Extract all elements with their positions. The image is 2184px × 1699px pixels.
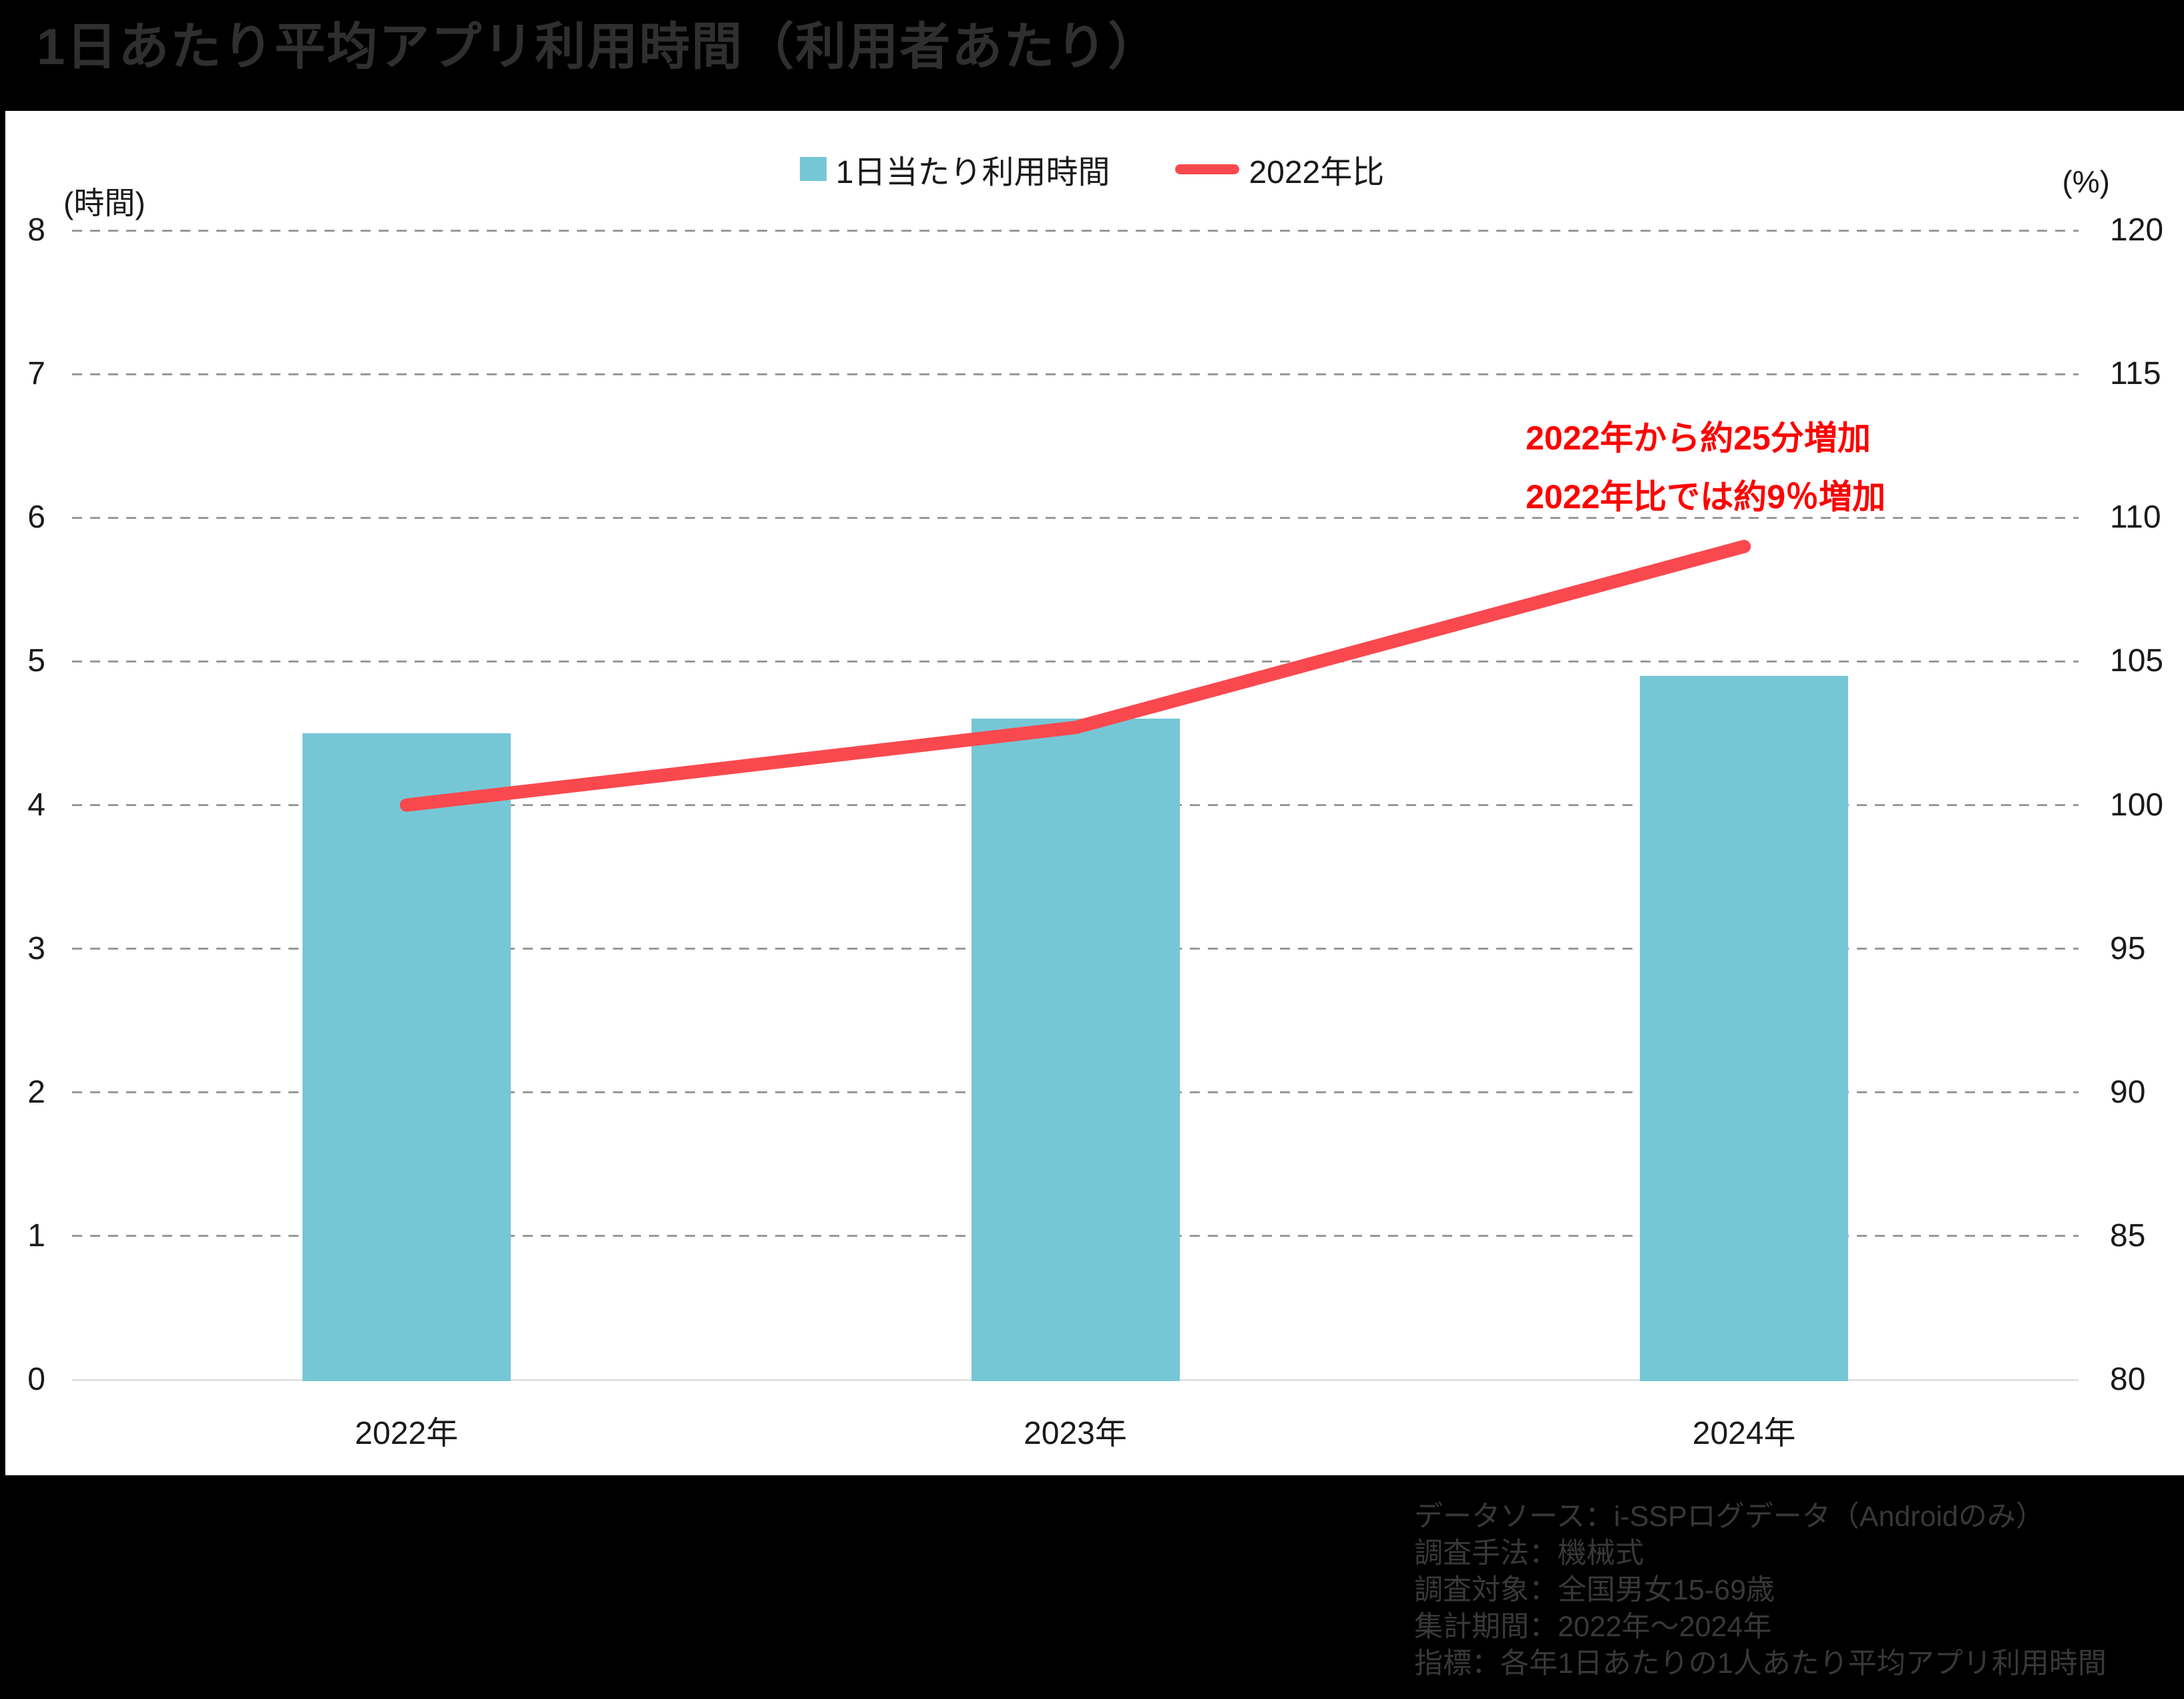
right-axis-tick-120: 120 xyxy=(2110,212,2164,248)
left-axis-tick-6: 6 xyxy=(27,500,45,536)
bar-2022年 xyxy=(302,733,511,1381)
gridline-7 xyxy=(72,373,2079,375)
gridline-6 xyxy=(72,516,2079,519)
left-axis-tick-0: 0 xyxy=(27,1362,45,1397)
note-data-source: データソース：i-SSPログデータ（Androidのみ） xyxy=(1414,1501,2044,1533)
right-axis-tick-105: 105 xyxy=(2110,643,2164,679)
left-axis-unit: (時間) xyxy=(63,186,146,220)
right-axis-tick-90: 90 xyxy=(2110,1074,2146,1110)
annotation-callout: 2022年から約25分増加 2022年比では約9％増加 xyxy=(1526,409,1886,526)
right-axis-tick-100: 100 xyxy=(2110,787,2164,823)
x-axis-label-2023年: 2023年 xyxy=(1024,1416,1127,1451)
left-axis-tick-2: 2 xyxy=(27,1074,45,1110)
legend-line-swatch-icon xyxy=(1175,164,1240,174)
page-title: 1日あたり平均アプリ利用時間（利用者あたり） xyxy=(37,19,1160,75)
right-axis-unit: (%) xyxy=(2062,164,2110,199)
annotation-line-1: 2022年から約25分増加 xyxy=(1526,419,1871,457)
right-axis-tick-85: 85 xyxy=(2110,1217,2146,1254)
x-axis-label-2022年: 2022年 xyxy=(355,1416,459,1451)
x-axis-label-2024年: 2024年 xyxy=(1692,1416,1796,1451)
right-axis-tick-115: 115 xyxy=(2110,356,2161,392)
gridline-5 xyxy=(72,660,2079,663)
left-axis-tick-1: 1 xyxy=(27,1217,45,1254)
source-notes: データソース：i-SSPログデータ（Androidのみ） 調査手法：機械式 調査… xyxy=(1414,1499,2107,1682)
right-axis-tick-95: 95 xyxy=(2110,930,2146,966)
legend-bar-label: 1日当たり利用時間 xyxy=(835,155,1110,190)
legend-line-label: 2022年比 xyxy=(1249,155,1385,190)
left-axis-tick-4: 4 xyxy=(27,787,45,823)
chart-legend: 1日当たり利用時間 2022年比 xyxy=(0,146,2184,192)
legend-bar-swatch-icon xyxy=(799,157,827,181)
bar-2024年 xyxy=(1640,675,1849,1381)
note-method: 調査手法：機械式 xyxy=(1414,1537,1644,1569)
note-metric: 指標：各年1日あたりの1人あたり平均アプリ利用時間 xyxy=(1414,1648,2107,1680)
left-axis-tick-3: 3 xyxy=(27,930,45,966)
left-axis-tick-8: 8 xyxy=(27,212,45,248)
right-axis-tick-80: 80 xyxy=(2110,1362,2146,1397)
bar-2023年 xyxy=(971,719,1180,1381)
gridline-8 xyxy=(72,229,2079,232)
note-subjects: 調査対象：全国男女15-69歳 xyxy=(1414,1574,1775,1606)
left-axis-tick-7: 7 xyxy=(27,356,45,392)
annotation-line-2: 2022年比では約9％増加 xyxy=(1526,478,1886,516)
note-period: 集計期間：2022年～2024年 xyxy=(1414,1611,1772,1643)
left-axis-tick-5: 5 xyxy=(27,643,45,679)
right-axis-tick-110: 110 xyxy=(2110,500,2161,536)
